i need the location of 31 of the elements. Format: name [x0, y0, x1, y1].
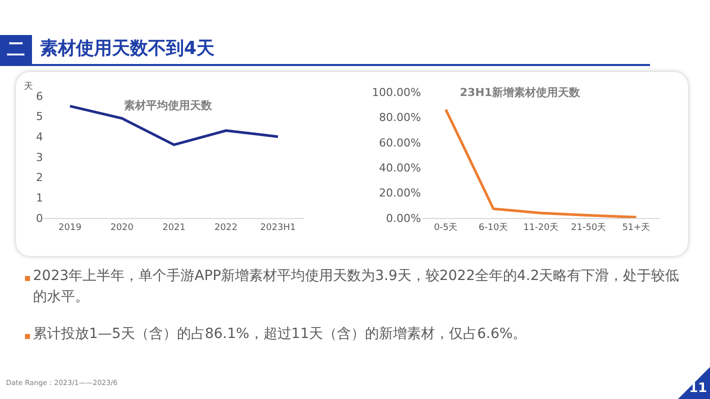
y-tick-label: 5: [36, 110, 43, 124]
x-tick-label: 11-20天: [523, 222, 559, 233]
y-axis-title: 天: [24, 81, 33, 92]
y-tick-label: 0: [36, 212, 43, 225]
chart-title: 素材平均使用天数: [124, 98, 213, 112]
x-tick-label: 2023H1: [260, 222, 296, 233]
chart-title: 23H1新增素材使用天数: [460, 86, 582, 99]
x-tick-label: 2020: [110, 222, 134, 233]
y-tick-label: 3: [36, 150, 43, 164]
y-tick-label: 1: [36, 192, 43, 205]
x-tick-label: 6-10天: [478, 222, 508, 233]
text: 累计投放1—5天（含）的占86.1%，超过11天（含）的新增素材，仅占6.6%。: [33, 325, 528, 344]
x-tick-label: 2022: [214, 222, 238, 233]
y-tick-label: 0.00%: [386, 212, 421, 225]
y-tick-label: 80.00%: [379, 111, 421, 124]
x-tick-label: 2021: [162, 222, 186, 233]
y-tick-label: 4: [36, 130, 43, 144]
x-tick-label: 51+天: [622, 222, 650, 233]
y-tick-label: 40.00%: [379, 161, 421, 174]
y-tick-label: 6: [36, 90, 43, 103]
text: 2023年上半年，单个手游APP新增素材平均使用天数为3.9天，较2022全年的4.2天略有下滑，处于较低的水平。: [33, 267, 680, 307]
x-tick-label: 0-5天: [434, 222, 458, 233]
y-tick-label: 60.00%: [379, 136, 421, 150]
text: 二: [0, 35, 32, 64]
line-series: [444, 108, 638, 218]
x-tick-label: 2019: [58, 222, 82, 233]
y-tick-label: 2: [36, 171, 43, 184]
text: 素材使用天数不到4天: [40, 37, 215, 60]
y-tick-label: 100.00%: [372, 86, 421, 99]
x-tick-label: 21-50天: [571, 222, 606, 233]
y-tick-label: 20.00%: [379, 186, 421, 200]
